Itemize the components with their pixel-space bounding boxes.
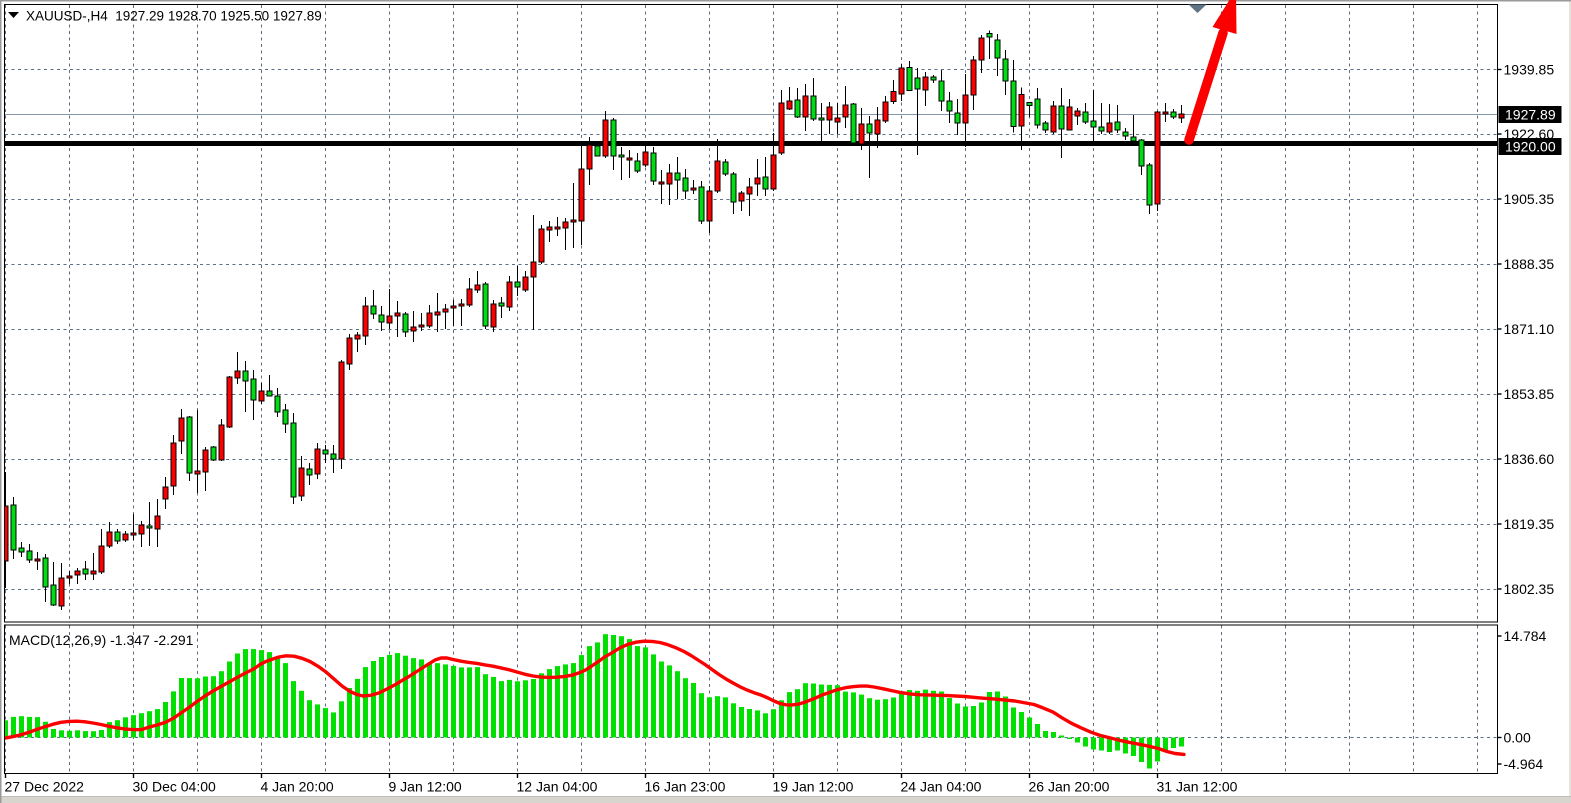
svg-text:1853.85: 1853.85 bbox=[1504, 386, 1555, 402]
svg-text:1802.35: 1802.35 bbox=[1504, 581, 1555, 597]
svg-text:1819.35: 1819.35 bbox=[1504, 516, 1555, 532]
svg-text:12 Jan 04:00: 12 Jan 04:00 bbox=[517, 779, 598, 795]
svg-text:27 Dec 2022: 27 Dec 2022 bbox=[5, 779, 85, 795]
svg-text:14.784: 14.784 bbox=[1504, 628, 1547, 644]
svg-text:1888.35: 1888.35 bbox=[1504, 256, 1555, 272]
svg-text:1905.35: 1905.35 bbox=[1504, 191, 1555, 207]
svg-text:MACD(12,26,9) -1.347 -2.291: MACD(12,26,9) -1.347 -2.291 bbox=[9, 632, 194, 648]
svg-text:31 Jan 12:00: 31 Jan 12:00 bbox=[1157, 779, 1238, 795]
svg-text:19 Jan 12:00: 19 Jan 12:00 bbox=[773, 779, 854, 795]
svg-text:1836.60: 1836.60 bbox=[1504, 451, 1555, 467]
svg-text:16 Jan 23:00: 16 Jan 23:00 bbox=[645, 779, 726, 795]
svg-text:XAUUSD-,H4 1927.29 1928.70 19: XAUUSD-,H4 1927.29 1928.70 1925.50 1927.… bbox=[26, 9, 322, 24]
svg-text:24 Jan 04:00: 24 Jan 04:00 bbox=[901, 779, 982, 795]
svg-text:30 Dec 04:00: 30 Dec 04:00 bbox=[133, 779, 216, 795]
svg-text:0.00: 0.00 bbox=[1504, 730, 1531, 746]
svg-text:26 Jan 20:00: 26 Jan 20:00 bbox=[1029, 779, 1110, 795]
svg-text:4 Jan 20:00: 4 Jan 20:00 bbox=[261, 779, 334, 795]
svg-text:9 Jan 12:00: 9 Jan 12:00 bbox=[389, 779, 462, 795]
svg-text:1871.10: 1871.10 bbox=[1504, 321, 1555, 337]
svg-text:1939.85: 1939.85 bbox=[1504, 62, 1555, 78]
svg-text:1927.89: 1927.89 bbox=[1505, 107, 1556, 123]
svg-text:1920.00: 1920.00 bbox=[1505, 139, 1556, 155]
svg-text:-4.964: -4.964 bbox=[1504, 756, 1544, 772]
